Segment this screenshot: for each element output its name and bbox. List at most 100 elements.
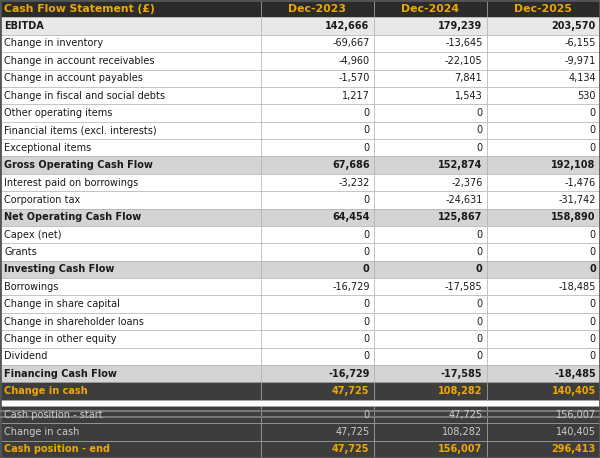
Bar xyxy=(0,208,261,226)
Text: Dec-2024: Dec-2024 xyxy=(401,4,459,14)
Bar xyxy=(487,122,600,139)
Text: 0: 0 xyxy=(590,143,596,153)
Bar xyxy=(261,87,374,104)
Text: Dec-2025: Dec-2025 xyxy=(514,4,572,14)
Bar xyxy=(261,243,374,261)
Text: -24,631: -24,631 xyxy=(445,195,482,205)
Bar xyxy=(261,52,374,70)
Bar xyxy=(374,157,487,174)
Bar xyxy=(374,139,487,157)
Text: 530: 530 xyxy=(577,91,596,101)
Bar xyxy=(0,122,261,139)
Bar xyxy=(261,122,374,139)
Text: Dividend: Dividend xyxy=(4,351,47,361)
Text: 156,007: 156,007 xyxy=(556,409,596,420)
Text: 0: 0 xyxy=(590,299,596,309)
Text: Cash position - start: Cash position - start xyxy=(4,409,103,420)
Text: 47,725: 47,725 xyxy=(448,409,482,420)
Bar xyxy=(374,382,487,400)
Bar xyxy=(374,365,487,382)
Text: Change in account payables: Change in account payables xyxy=(4,73,143,83)
Bar xyxy=(0,441,261,458)
Bar xyxy=(261,261,374,278)
Text: 64,454: 64,454 xyxy=(332,212,370,222)
Text: 1,217: 1,217 xyxy=(342,91,370,101)
Bar xyxy=(0,243,261,261)
Bar xyxy=(374,261,487,278)
Text: Change in cash: Change in cash xyxy=(4,427,80,437)
Bar xyxy=(487,441,600,458)
Text: Change in other equity: Change in other equity xyxy=(4,334,116,344)
Bar xyxy=(0,278,261,295)
Bar xyxy=(374,406,487,423)
Text: -17,585: -17,585 xyxy=(445,282,482,292)
Text: 0: 0 xyxy=(364,143,370,153)
Bar xyxy=(487,278,600,295)
Text: 0: 0 xyxy=(364,195,370,205)
Text: 0: 0 xyxy=(364,229,370,240)
Text: Net Operating Cash Flow: Net Operating Cash Flow xyxy=(4,212,142,222)
Text: 0: 0 xyxy=(590,351,596,361)
Text: 0: 0 xyxy=(476,247,482,257)
Bar xyxy=(487,104,600,122)
Bar xyxy=(261,441,374,458)
Bar xyxy=(0,70,261,87)
Text: Change in fiscal and social debts: Change in fiscal and social debts xyxy=(4,91,165,101)
Text: 47,725: 47,725 xyxy=(332,386,370,396)
Bar xyxy=(261,226,374,243)
Text: Cash position - end: Cash position - end xyxy=(4,444,110,454)
Bar xyxy=(0,174,261,191)
Text: 140,405: 140,405 xyxy=(556,427,596,437)
Text: Financial items (excl. interests): Financial items (excl. interests) xyxy=(4,125,157,136)
Bar xyxy=(487,423,600,441)
Text: -18,485: -18,485 xyxy=(559,282,596,292)
Text: -13,645: -13,645 xyxy=(445,38,482,49)
Text: Change in share capital: Change in share capital xyxy=(4,299,120,309)
Bar xyxy=(487,406,600,423)
Bar xyxy=(374,243,487,261)
Bar xyxy=(487,243,600,261)
Text: -16,729: -16,729 xyxy=(328,369,370,379)
Text: Change in shareholder loans: Change in shareholder loans xyxy=(4,316,144,327)
Text: Corporation tax: Corporation tax xyxy=(4,195,80,205)
Bar xyxy=(487,17,600,35)
Text: Grants: Grants xyxy=(4,247,37,257)
Text: -16,729: -16,729 xyxy=(332,282,370,292)
Text: 0: 0 xyxy=(590,108,596,118)
Text: 108,282: 108,282 xyxy=(438,386,482,396)
Bar xyxy=(374,70,487,87)
Bar xyxy=(261,278,374,295)
Bar xyxy=(0,87,261,104)
Bar xyxy=(261,330,374,348)
Text: 0: 0 xyxy=(590,247,596,257)
Bar xyxy=(0,348,261,365)
Bar xyxy=(374,174,487,191)
Text: 0: 0 xyxy=(589,264,596,274)
Bar xyxy=(374,122,487,139)
Text: -69,667: -69,667 xyxy=(332,38,370,49)
Bar xyxy=(261,295,374,313)
Text: 1,543: 1,543 xyxy=(455,91,482,101)
Text: 4,134: 4,134 xyxy=(568,73,596,83)
Bar xyxy=(261,35,374,52)
Text: 152,874: 152,874 xyxy=(438,160,482,170)
Bar xyxy=(261,157,374,174)
Bar xyxy=(487,139,600,157)
Text: 0: 0 xyxy=(476,143,482,153)
Text: 0: 0 xyxy=(476,316,482,327)
Bar xyxy=(261,406,374,423)
Bar xyxy=(487,365,600,382)
Bar xyxy=(0,35,261,52)
Bar xyxy=(487,174,600,191)
Bar xyxy=(261,104,374,122)
Bar xyxy=(0,226,261,243)
Bar xyxy=(261,191,374,208)
Bar xyxy=(374,17,487,35)
Text: -2,376: -2,376 xyxy=(451,178,482,187)
Text: 0: 0 xyxy=(476,264,482,274)
Text: 0: 0 xyxy=(476,334,482,344)
Bar xyxy=(0,330,261,348)
Bar xyxy=(487,191,600,208)
Text: 67,686: 67,686 xyxy=(332,160,370,170)
Bar xyxy=(0,295,261,313)
